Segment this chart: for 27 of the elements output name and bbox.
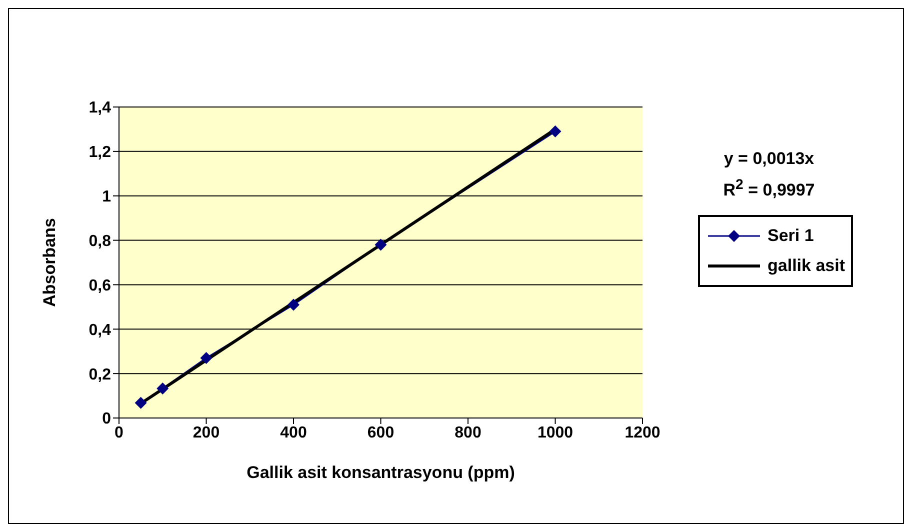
y-tick-label: 0,4 — [88, 322, 112, 339]
x-tick-label: 400 — [280, 424, 307, 442]
y-tick-label: 1,2 — [88, 144, 112, 162]
point — [288, 298, 300, 311]
x-axis-title: Gallik asit konsantrasyonu (ppm) — [246, 463, 515, 482]
x-tick-label: 800 — [454, 424, 482, 442]
x-tick-label: 200 — [192, 424, 220, 442]
y-axis-title: Absorbans — [40, 218, 60, 307]
x-tick-label: 1000 — [537, 424, 574, 442]
text: y = 0,0013x — [722, 148, 816, 170]
y-tick-label: 0,2 — [88, 366, 112, 384]
y-tick-label: 1 — [102, 188, 112, 206]
point — [374, 238, 387, 251]
text: R$^{2}$ = 0,9997 — [722, 176, 816, 202]
y-tick-label: 0,6 — [88, 277, 112, 294]
x-tick-label: 1200 — [624, 424, 660, 442]
y-tick-label: 0,8 — [88, 232, 112, 250]
legend-label: gallik asit — [768, 256, 845, 276]
x-tick-label: 0 — [114, 424, 124, 442]
point — [549, 125, 562, 138]
x-tick-label: 600 — [367, 424, 394, 442]
point — [134, 396, 147, 409]
point — [200, 352, 212, 364]
legend-label: Seri 1 — [768, 226, 814, 246]
y-tick-label: 1,4 — [88, 100, 112, 117]
point — [156, 382, 169, 394]
y-tick-label: 0 — [102, 410, 112, 428]
